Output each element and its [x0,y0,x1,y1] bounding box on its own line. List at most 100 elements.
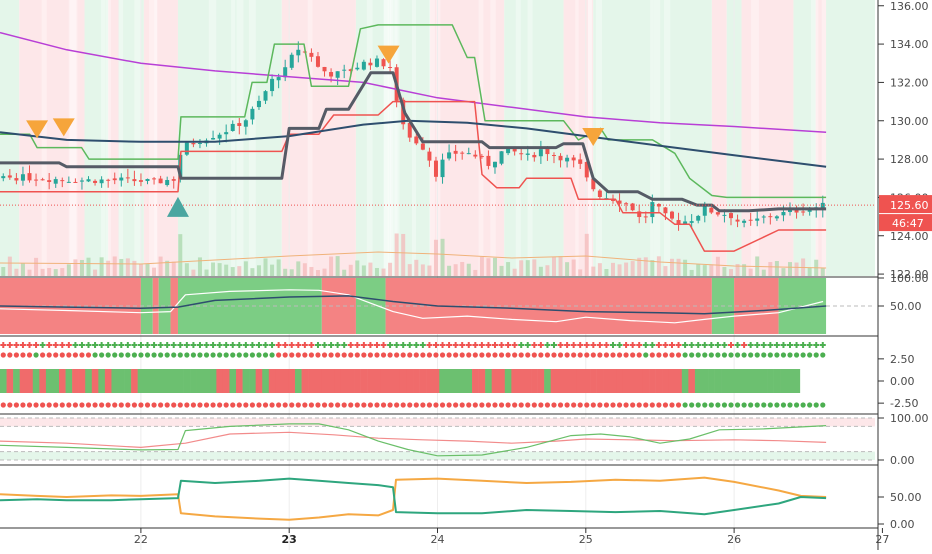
signal-cross-mark [806,342,813,348]
signal-cross-mark [328,342,335,348]
signal-cross-mark [478,342,485,348]
signal-dot-upper [571,352,577,358]
signal-dot-upper [800,352,806,358]
volume-bar [545,265,550,276]
dmi-tick-label: 0.00 [890,518,915,531]
candle-body [289,54,294,68]
signal-cross-mark [26,342,33,348]
signal-dot-upper [682,352,688,358]
candle-body [374,58,379,67]
volume-bar [329,256,334,276]
volume-bar [250,268,255,276]
signal-dot-upper [203,352,210,358]
candle-body [138,180,143,182]
signal-bar [380,369,388,393]
signal-cross-mark [459,342,466,348]
signal-dot-lower [662,402,669,408]
signal-bar [458,369,466,393]
price-overlays [0,24,875,269]
signal-cross-mark [721,342,728,348]
candle-body [106,179,111,181]
candle-body [735,219,740,222]
signal-dot-lower [26,402,33,408]
volume-bar [781,268,786,276]
signal-bar [104,369,112,393]
candle-body [7,175,12,178]
signal-bar [517,369,525,393]
signal-dot-upper [40,352,46,358]
candle-body [801,211,806,213]
candle-body [460,152,465,154]
signal-dot-lower [0,402,6,408]
signal-markers [26,45,605,217]
volume-bar [492,257,497,276]
volume-bar [558,256,563,276]
volume-bar [735,263,740,276]
candle-body [99,179,104,184]
signal-dot-lower [66,402,72,408]
signal-dot-upper [0,352,6,358]
signal-bar [544,369,552,393]
volume-bar [40,268,45,276]
volume-bar [197,257,202,276]
volume-bar [486,258,491,276]
time-tick-label: 27 [875,533,889,546]
signal-bar [98,369,106,393]
signal-cross-mark [360,342,367,348]
time-axis[interactable]: 22 23 24 25 26 27 [134,528,890,546]
signal-bar [583,369,591,393]
signal-dot-upper [754,352,760,358]
signal-cross-mark [380,342,387,348]
signal-cross-mark [537,342,544,348]
candle-body [165,180,170,186]
signal-dot-upper [269,352,275,358]
candle-body [27,173,32,181]
signal-dot-lower [367,402,374,408]
signal-dot-lower [249,402,256,408]
signal-dot-lower [158,402,164,408]
volume-bar [466,263,471,276]
signal-cross-mark [39,342,46,348]
candle-body [545,148,550,155]
regime-stripe [307,0,313,276]
price-tick-label: 136.00 [890,0,929,13]
candle-body [184,142,189,155]
volume-bar [355,260,360,276]
signal-bar [39,369,47,393]
regime-stripe [810,0,819,276]
signal-bar [190,369,197,393]
signal-dot-lower [203,402,210,408]
signal-dot-upper [171,352,177,358]
signal-cross-mark [367,342,374,348]
signal-dot-lower [197,402,203,408]
signal-dot-upper [426,352,433,358]
regime-band-green [0,0,20,276]
candle-body [191,142,196,145]
volume-bar [283,268,288,276]
signal-dot-lower [348,402,354,408]
signal-dot-upper [459,352,465,358]
signal-bar [399,369,407,393]
signal-cross-mark [649,342,656,348]
volume-bar [794,262,799,276]
signal-cross-mark [255,342,262,348]
last-price-label: 125.60 [890,199,929,212]
signal-dot-lower [164,402,170,408]
signal-cross-mark [564,342,571,348]
signal-dot-upper [138,352,144,358]
signal-bar [209,369,217,393]
signal-bar [708,369,715,393]
signal-cross-mark [78,342,85,348]
signal-cross-mark [19,342,26,348]
signal-cross-mark [727,342,734,348]
signal-bar [131,369,138,393]
signal-dot-lower [780,402,787,408]
signal-dot-upper [66,352,72,358]
signal-dot-lower [40,402,46,408]
dmi-orange-line [0,476,827,521]
regime-stripe [383,0,389,276]
signal-cross-mark [0,342,7,348]
